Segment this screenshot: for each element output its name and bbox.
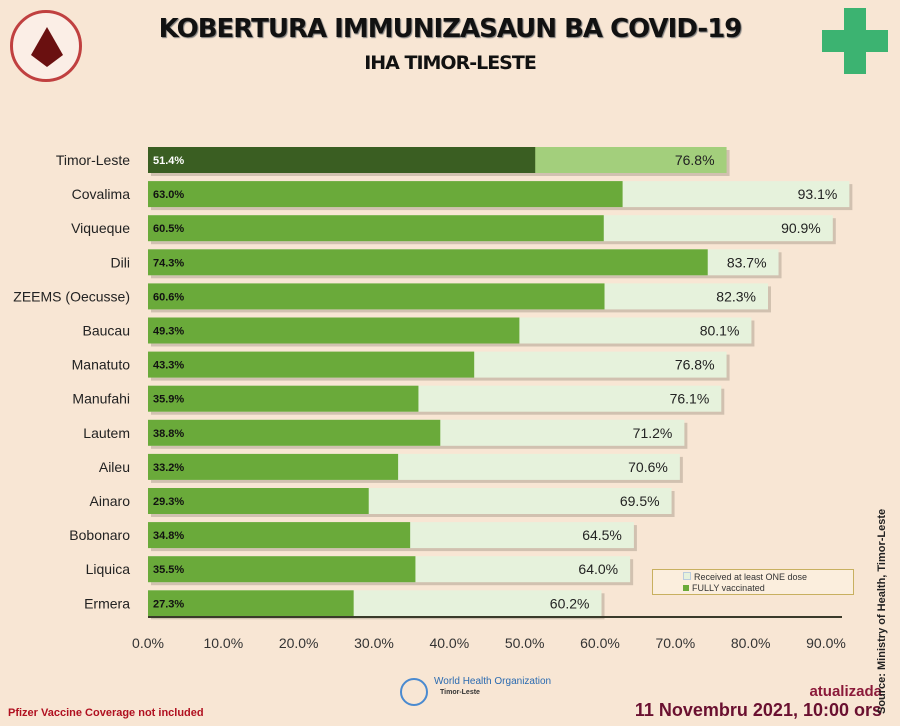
fully-value-label: 29.3% xyxy=(153,496,184,508)
updated-date: 11 Novembru 2021, 10:00 ors xyxy=(634,700,882,720)
bar-chart: Timor-Leste 51.4% 76.8% Covalima 63.0% 93.1% V… xyxy=(13,147,853,651)
one-dose-value-label: 76.8% xyxy=(675,152,715,168)
one-dose-value-label: 64.0% xyxy=(578,561,618,577)
one-dose-value-label: 70.6% xyxy=(628,459,668,475)
category-label: Aileu xyxy=(99,459,130,475)
source-note: Source: Ministry of Health, Timor-Leste xyxy=(876,508,888,714)
fully-value-label: 74.3% xyxy=(153,257,184,269)
fully-value-label: 60.6% xyxy=(153,291,184,303)
x-tick-label: 0.0% xyxy=(132,635,164,651)
updated-label: atualizada xyxy=(809,683,882,700)
fully-value-label: 51.4% xyxy=(153,155,184,167)
bar-fully-vaccinated xyxy=(148,522,411,549)
bar-fully-vaccinated xyxy=(148,385,419,412)
bar-fully-vaccinated xyxy=(148,283,605,310)
fully-value-label: 27.3% xyxy=(153,598,184,610)
bar-fully-vaccinated xyxy=(148,453,399,480)
x-tick-label: 60.0% xyxy=(580,635,620,651)
fully-value-label: 49.3% xyxy=(153,326,184,338)
one-dose-value-label: 76.1% xyxy=(670,391,710,407)
x-tick-label: 40.0% xyxy=(429,635,469,651)
category-label: Manatuto xyxy=(72,357,131,373)
one-dose-value-label: 69.5% xyxy=(620,493,660,509)
bar-fully-vaccinated xyxy=(148,215,604,242)
bar-fully-vaccinated xyxy=(148,317,520,344)
one-dose-value-label: 82.3% xyxy=(716,288,756,304)
bar-fully-vaccinated xyxy=(148,556,416,583)
one-dose-value-label: 83.7% xyxy=(727,254,767,270)
x-tick-label: 30.0% xyxy=(354,635,394,651)
fully-value-label: 63.0% xyxy=(153,189,184,201)
fully-value-label: 60.5% xyxy=(153,223,184,235)
bar-fully-vaccinated xyxy=(148,181,623,208)
fully-value-label: 43.3% xyxy=(153,360,184,372)
category-label: Manufahi xyxy=(72,391,130,407)
bar-fully-vaccinated xyxy=(148,147,536,173)
x-tick-label: 10.0% xyxy=(203,635,243,651)
who-logo: World Health Organization Timor-Leste xyxy=(400,676,551,706)
fully-value-label: 33.2% xyxy=(153,462,184,474)
page-title: KOBERTURA IMMUNIZASAUN BA COVID-19 xyxy=(158,14,743,44)
bar-fully-vaccinated xyxy=(148,351,475,378)
fully-value-label: 38.8% xyxy=(153,428,184,440)
bar-fully-vaccinated xyxy=(148,419,441,446)
category-label: Dili xyxy=(111,254,130,270)
one-dose-value-label: 90.9% xyxy=(781,220,821,236)
category-label: Baucau xyxy=(83,323,130,339)
one-dose-value-label: 80.1% xyxy=(700,323,740,339)
legend: Received at least ONE dose FULLY vaccina… xyxy=(652,569,854,595)
legend-fully: FULLY vaccinated xyxy=(692,583,765,593)
one-dose-value-label: 64.5% xyxy=(582,527,622,543)
one-dose-value-label: 60.2% xyxy=(550,595,590,611)
x-tick-label: 90.0% xyxy=(806,635,846,651)
page-subtitle: IHA TIMOR-LESTE xyxy=(364,52,537,74)
fully-value-label: 34.8% xyxy=(153,530,184,542)
category-label: Ermera xyxy=(84,595,130,611)
bar-fully-vaccinated xyxy=(148,249,708,276)
category-label: Covalima xyxy=(72,186,131,202)
x-tick-label: 50.0% xyxy=(505,635,545,651)
fully-value-label: 35.5% xyxy=(153,564,184,576)
category-label: Ainaro xyxy=(90,493,131,509)
legend-one-dose: Received at least ONE dose xyxy=(694,572,808,582)
government-seal-logo xyxy=(10,10,82,82)
category-label: ZEEMS (Oecusse) xyxy=(13,288,130,304)
fully-value-label: 35.9% xyxy=(153,394,184,406)
x-tick-label: 70.0% xyxy=(655,635,695,651)
category-label: Viqueque xyxy=(71,220,130,236)
x-tick-label: 20.0% xyxy=(279,635,319,651)
footnote: Pfizer Vaccine Coverage not included xyxy=(8,707,204,719)
category-label: Liquica xyxy=(86,561,131,577)
category-label: Bobonaro xyxy=(69,527,130,543)
bar-fully-vaccinated xyxy=(148,590,354,617)
category-label: Lautem xyxy=(83,425,130,441)
bar-fully-vaccinated xyxy=(148,488,369,514)
one-dose-value-label: 93.1% xyxy=(798,186,838,202)
one-dose-value-label: 76.8% xyxy=(675,357,715,373)
one-dose-value-label: 71.2% xyxy=(633,425,673,441)
ministry-of-health-logo xyxy=(822,8,888,74)
category-label: Timor-Leste xyxy=(56,152,130,168)
x-tick-label: 80.0% xyxy=(731,635,771,651)
